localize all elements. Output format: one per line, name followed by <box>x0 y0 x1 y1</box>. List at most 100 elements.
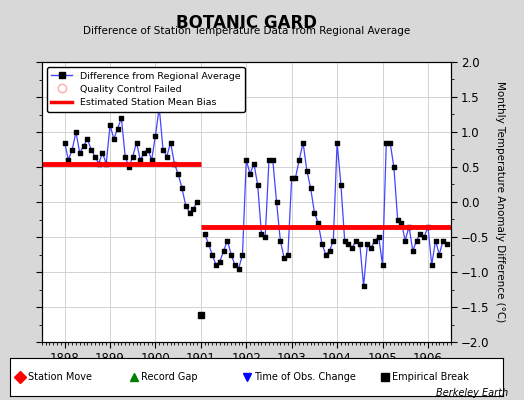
Point <box>295 157 303 163</box>
Point <box>212 262 220 268</box>
Point <box>99 150 107 156</box>
Point <box>424 223 432 230</box>
Point <box>185 209 194 216</box>
Point <box>348 244 356 251</box>
Point <box>329 237 337 244</box>
Point <box>140 150 148 156</box>
Point <box>352 237 360 244</box>
Point <box>159 146 167 153</box>
Point <box>235 265 243 272</box>
Point <box>261 234 269 240</box>
Point <box>303 167 311 174</box>
Point <box>189 206 198 212</box>
Point <box>75 150 84 156</box>
Point <box>386 139 394 146</box>
Point <box>269 157 277 163</box>
Point <box>382 139 390 146</box>
Point <box>443 241 451 247</box>
Text: BOTANIC GARD: BOTANIC GARD <box>176 14 317 32</box>
Point <box>420 234 428 240</box>
Text: Time of Obs. Change: Time of Obs. Change <box>254 372 356 382</box>
Point <box>83 136 92 142</box>
Point <box>87 146 95 153</box>
Point <box>322 251 330 258</box>
Point <box>60 139 69 146</box>
Text: Empirical Break: Empirical Break <box>392 372 469 382</box>
Point <box>378 262 387 268</box>
Point <box>367 244 375 251</box>
Point <box>178 185 186 191</box>
Point <box>223 237 232 244</box>
Point <box>117 115 126 121</box>
Point <box>144 146 152 153</box>
Point <box>344 241 353 247</box>
Y-axis label: Monthly Temperature Anomaly Difference (°C): Monthly Temperature Anomaly Difference (… <box>495 81 505 323</box>
Point <box>136 157 145 163</box>
Text: Record Gap: Record Gap <box>141 372 198 382</box>
Point <box>307 185 315 191</box>
Point <box>151 132 160 139</box>
Point <box>162 153 171 160</box>
Point <box>390 164 398 170</box>
Point <box>227 251 235 258</box>
Point <box>401 237 409 244</box>
Point <box>276 237 285 244</box>
Text: Difference of Station Temperature Data from Regional Average: Difference of Station Temperature Data f… <box>83 26 410 36</box>
Point <box>318 241 326 247</box>
Point <box>397 220 406 226</box>
Point <box>356 241 364 247</box>
Point <box>337 181 345 188</box>
Point <box>265 157 273 163</box>
Point <box>231 262 239 268</box>
Point <box>174 171 182 177</box>
Point <box>72 129 80 135</box>
Point <box>208 251 216 258</box>
Point <box>409 248 417 254</box>
Point <box>125 164 133 170</box>
Point <box>291 174 300 181</box>
Point <box>170 160 179 167</box>
Point <box>405 223 413 230</box>
Point <box>257 230 266 237</box>
Point <box>91 153 99 160</box>
Point <box>314 220 322 226</box>
Point <box>363 241 372 247</box>
Point <box>359 283 368 289</box>
Point <box>254 181 262 188</box>
Point <box>110 136 118 142</box>
Point <box>238 251 247 258</box>
Point <box>201 230 209 237</box>
Text: Berkeley Earth: Berkeley Earth <box>436 388 508 398</box>
Point <box>106 122 114 128</box>
Point <box>375 234 383 240</box>
Point <box>325 248 334 254</box>
Point <box>181 202 190 209</box>
Point <box>428 262 436 268</box>
Point <box>288 174 296 181</box>
Point <box>113 125 122 132</box>
Point <box>431 237 440 244</box>
Point <box>333 139 341 146</box>
Point <box>435 251 443 258</box>
Point <box>128 153 137 160</box>
Point <box>204 241 213 247</box>
Point <box>280 255 288 261</box>
Point <box>341 237 349 244</box>
Point <box>167 139 175 146</box>
Text: Station Move: Station Move <box>28 372 92 382</box>
Point <box>94 160 103 167</box>
Point <box>121 153 129 160</box>
Point <box>147 157 156 163</box>
Point <box>246 171 254 177</box>
Point <box>249 160 258 167</box>
Point <box>79 143 88 149</box>
Point <box>299 139 307 146</box>
Point <box>220 248 228 254</box>
Point <box>412 237 421 244</box>
Point <box>64 157 73 163</box>
Point <box>193 199 201 205</box>
Point <box>242 157 250 163</box>
Point <box>155 104 163 111</box>
Point <box>283 251 292 258</box>
Point <box>133 139 141 146</box>
